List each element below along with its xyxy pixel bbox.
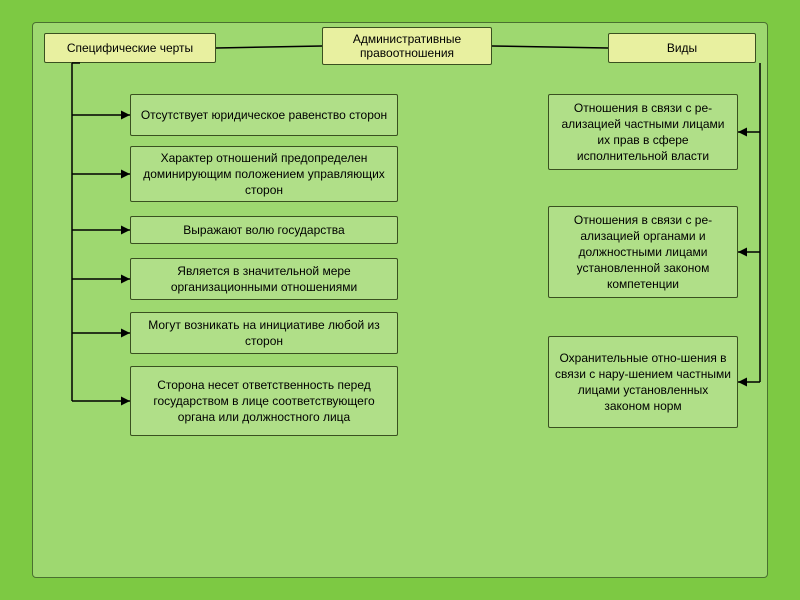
left-item-3-text: Является в значительной мере организацио…	[137, 263, 391, 295]
left-item-2: Выражают волю государства	[130, 216, 398, 244]
left-item-5-text: Сторона несет ответственность перед госу…	[137, 377, 391, 426]
right-item-1-text: Отношения в связи с ре-ализацией органам…	[555, 212, 731, 293]
header-center-l2: правоотношения	[353, 46, 461, 60]
left-item-0-text: Отсутствует юридическое равенство сторон	[141, 107, 387, 123]
header-right: Виды	[608, 33, 756, 63]
right-item-0-text: Отношения в связи с ре-ализацией частным…	[555, 100, 731, 165]
left-item-1: Характер отношений предопределен доминир…	[130, 146, 398, 202]
left-item-4-text: Могут возникать на инициативе любой из с…	[137, 317, 391, 349]
left-item-2-text: Выражают волю государства	[183, 222, 344, 238]
left-item-1-text: Характер отношений предопределен доминир…	[137, 150, 391, 199]
right-item-2: Охранительные отно-шения в связи с нару-…	[548, 336, 738, 428]
left-item-3: Является в значительной мере организацио…	[130, 258, 398, 300]
left-item-0: Отсутствует юридическое равенство сторон	[130, 94, 398, 136]
left-item-4: Могут возникать на инициативе любой из с…	[130, 312, 398, 354]
header-center-l1: Административные	[353, 32, 461, 46]
header-right-text: Виды	[667, 41, 697, 55]
right-item-0: Отношения в связи с ре-ализацией частным…	[548, 94, 738, 170]
right-item-2-text: Охранительные отно-шения в связи с нару-…	[555, 350, 731, 415]
right-item-1: Отношения в связи с ре-ализацией органам…	[548, 206, 738, 298]
header-center: Административные правоотношения	[322, 27, 492, 65]
header-left-text: Специфические черты	[67, 41, 193, 55]
header-left: Специфические черты	[44, 33, 216, 63]
left-item-5: Сторона несет ответственность перед госу…	[130, 366, 398, 436]
